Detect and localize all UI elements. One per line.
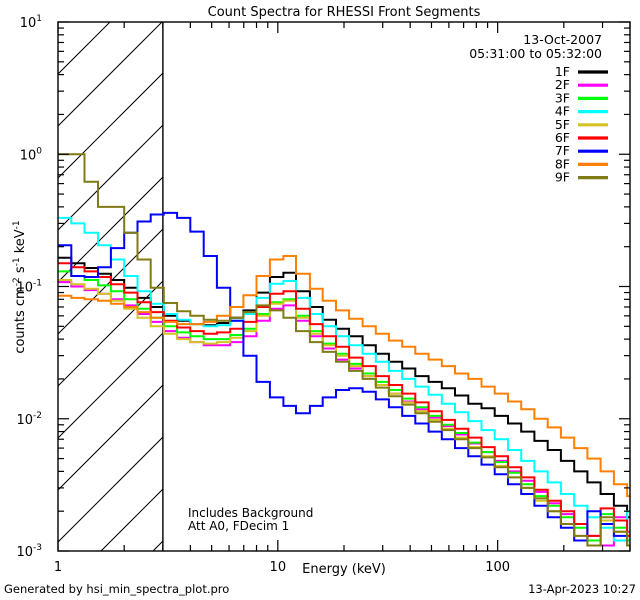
footer-generator: Generated by hsi_min_spectra_plot.pro [4, 582, 229, 596]
x-tick-label: 100 [485, 560, 510, 575]
legend-label-6F: 6F [555, 130, 570, 145]
observation-date: 13-Oct-2007 [523, 32, 602, 47]
plot-axes [57, 21, 631, 552]
x-axis-label: Energy (keV) [302, 562, 386, 577]
y-axis-label-part-2: s [13, 266, 28, 277]
annotation-att-fdecim: Att A0, FDecim 1 [188, 519, 289, 533]
footer-timestamp: 13-Apr-2023 10:27 [528, 582, 636, 596]
y-axis-label-part-4: keV [13, 229, 28, 257]
legend-label-3F: 3F [555, 90, 570, 105]
excluded-band-hatching [58, 22, 164, 551]
observation-interval: 05:31:00 to 05:32:00 [469, 46, 602, 61]
y-axis-label-part-5: -1 [12, 220, 22, 229]
y-axis-label: counts cm-2 s-1 keV-1 [12, 220, 28, 353]
svg-text:counts cm-2 s-1 keV-1: counts cm-2 s-1 keV-1 [12, 220, 28, 353]
legend-label-7F: 7F [555, 143, 570, 158]
y-axis-label-part-3: -1 [12, 257, 22, 266]
x-axis-tick-labels: 1 10 100 [54, 560, 510, 575]
spectra-curves [58, 153, 630, 547]
legend-label-2F: 2F [555, 77, 570, 92]
x-tick-label: 1 [54, 560, 62, 575]
legend-label-5F: 5F [555, 117, 570, 132]
x-tick-label: 10 [270, 560, 287, 575]
legend-label-9F: 9F [555, 170, 570, 185]
y-axis-label-part-0: counts cm [13, 286, 28, 353]
annotation-includes-background: Includes Background [188, 506, 313, 520]
y-axis-label-part-1: -2 [12, 277, 22, 286]
page-title: Count Spectra for RHESSI Front Segments [208, 5, 481, 20]
legend-label-4F: 4F [555, 104, 570, 119]
legend-label-1F: 1F [555, 64, 570, 79]
legend-label-8F: 8F [555, 156, 570, 171]
